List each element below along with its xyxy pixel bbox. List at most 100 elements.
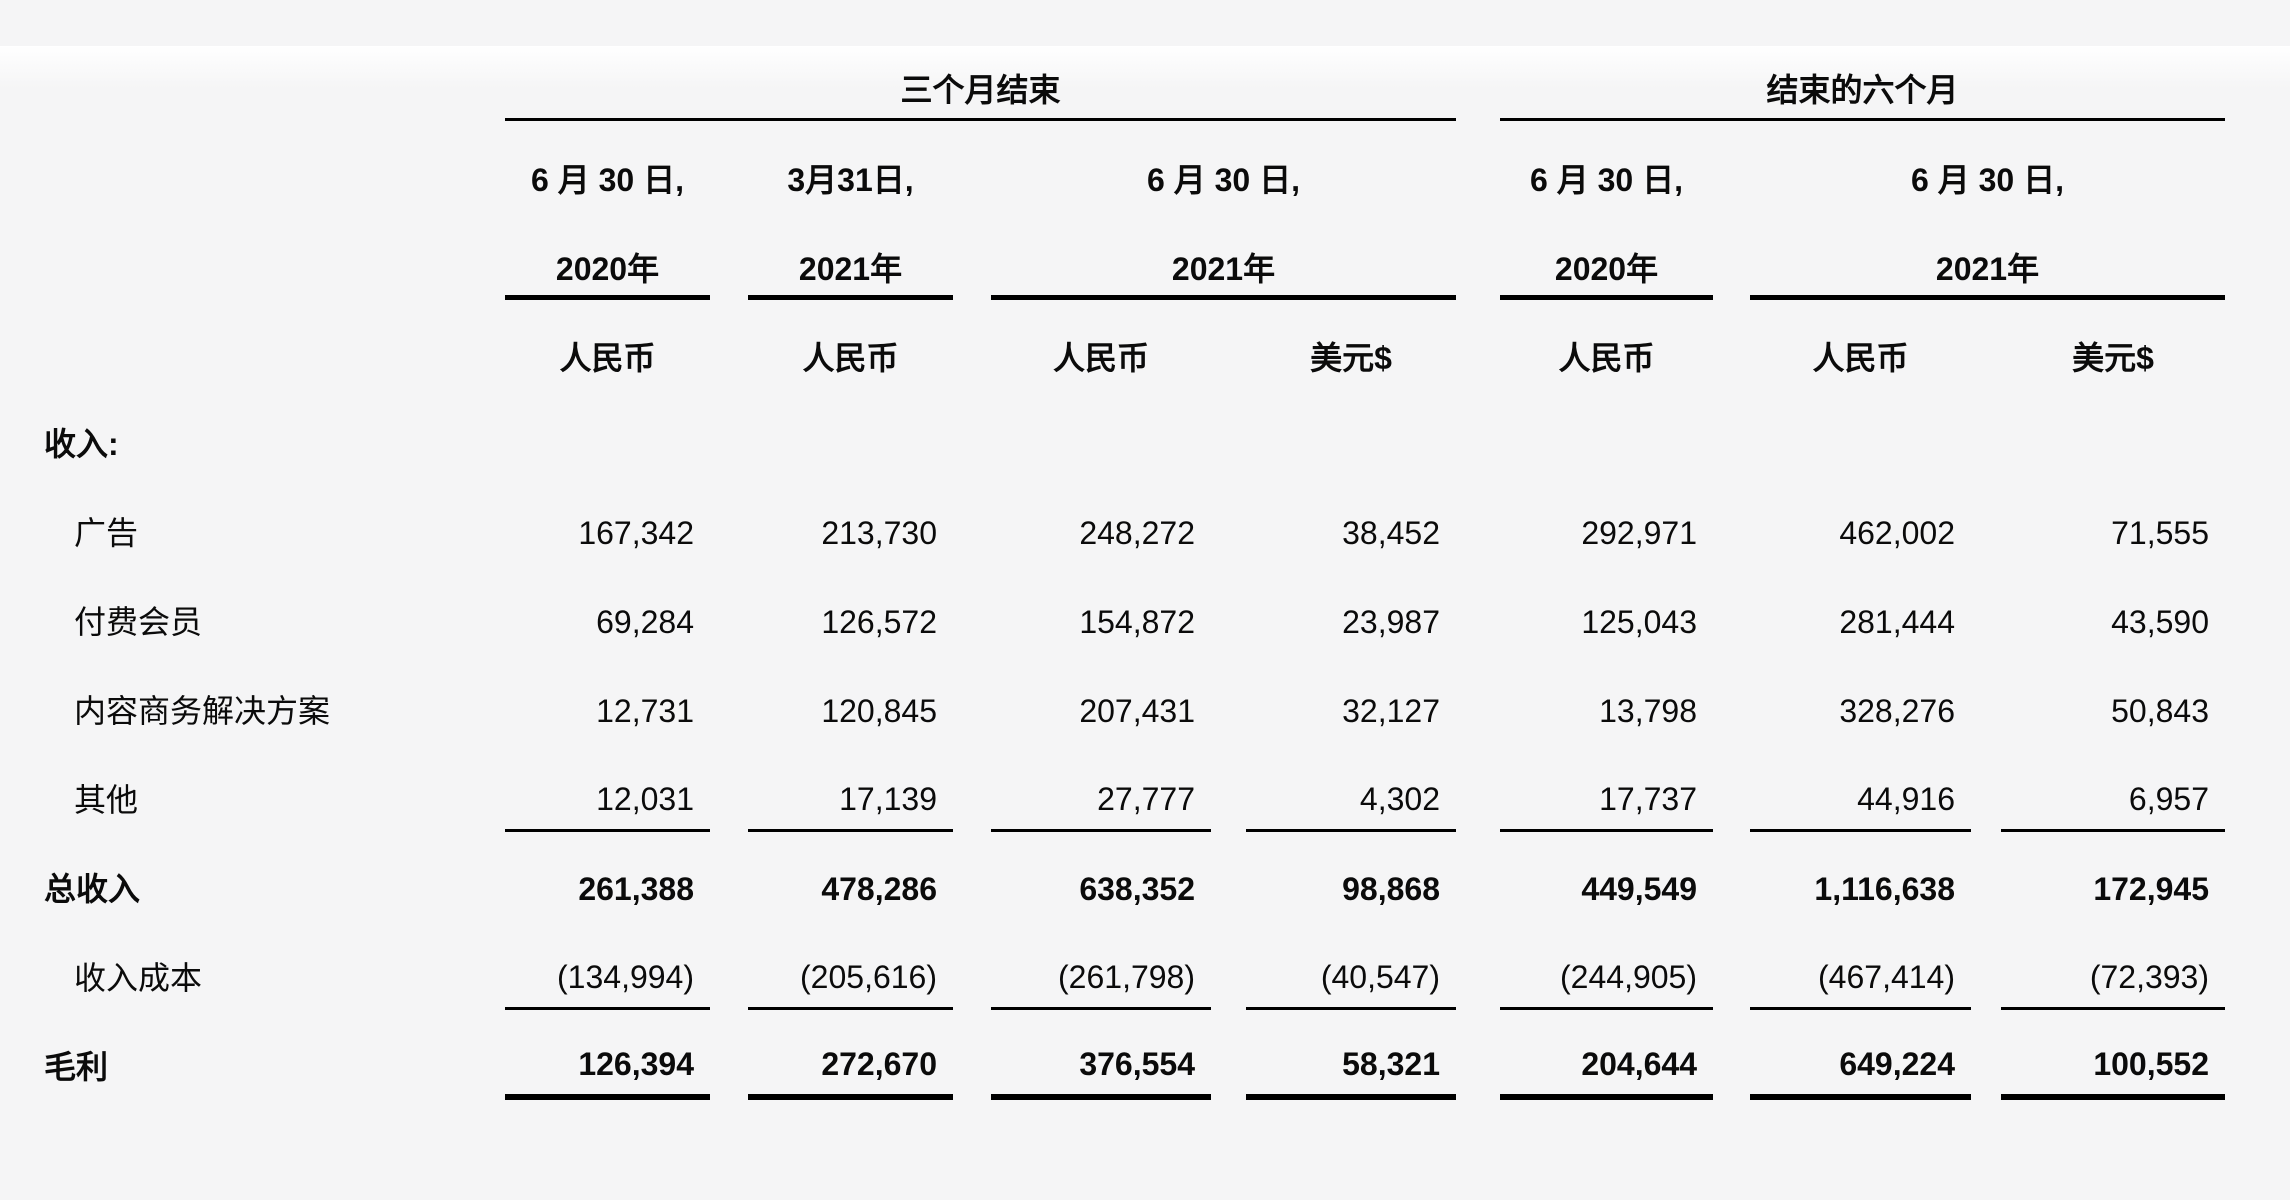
year-header-row: 2020年 2021年 2021年 2020年 2021年 (44, 204, 2225, 300)
cell-value: 248,272 (1079, 515, 1195, 552)
cell-value: 4,302 (1246, 741, 1456, 832)
gap-cell (710, 563, 748, 652)
gap-cell (1456, 46, 1500, 119)
gap-cell (953, 919, 991, 1008)
cell-value: 154,872 (1079, 604, 1195, 641)
col-currency: 人民币 (559, 340, 656, 377)
spacer-cell (44, 204, 505, 297)
gap-cell (953, 119, 991, 204)
cell-value: 100,552 (2001, 1008, 2225, 1100)
row-label: 收入成本 (74, 960, 203, 997)
gap-cell (1211, 919, 1246, 1008)
gap-cell (1456, 204, 1500, 297)
gap-cell (1713, 563, 1750, 652)
cell-value: 638,352 (1079, 871, 1195, 908)
cell-value: 71,555 (2111, 515, 2209, 552)
cell-value: 98,868 (1342, 871, 1440, 908)
gap-cell (1713, 474, 1750, 563)
gap-cell (1456, 297, 1500, 385)
gap-cell (953, 741, 991, 830)
gap-cell (1713, 652, 1750, 741)
gap-cell (1456, 385, 1500, 474)
cell-value: 272,670 (748, 1008, 953, 1100)
cell-value: 12,031 (505, 741, 710, 832)
group-three-months-ended: 三个月结束 (505, 46, 1456, 121)
gap-cell (953, 652, 991, 741)
cell-value: 12,731 (596, 693, 694, 730)
col-date: 6 月 30 日, (1530, 162, 1683, 199)
gap-cell (1971, 741, 2001, 830)
gap-cell (1713, 830, 1750, 919)
cell-value: 69,284 (596, 604, 694, 641)
table-row-advertising: 广告 167,342 213,730 248,272 38,452 292,97… (44, 474, 2225, 563)
gap-cell (1211, 385, 1246, 474)
cell-value: 32,127 (1342, 693, 1440, 730)
gap-cell (1211, 297, 1246, 385)
col-date: 6 月 30 日, (1911, 162, 2064, 199)
cell-value (991, 385, 1211, 474)
gap-cell (953, 474, 991, 563)
cell-value: 126,572 (821, 604, 937, 641)
cell-value: 126,394 (505, 1008, 710, 1100)
gap-cell (953, 385, 991, 474)
gap-cell (953, 1008, 991, 1097)
gap-cell (1456, 652, 1500, 741)
cell-value: 167,342 (578, 515, 694, 552)
gap-cell (710, 474, 748, 563)
cell-value: 292,971 (1581, 515, 1697, 552)
cell-value: (72,393) (2001, 919, 2225, 1010)
cell-value: 58,321 (1246, 1008, 1456, 1100)
gap-cell (1211, 830, 1246, 919)
col-currency: 美元$ (1310, 340, 1392, 377)
gap-cell (1211, 1008, 1246, 1097)
table-row-content-commerce-solutions: 内容商务解决方案 12,731 120,845 207,431 32,127 1… (44, 652, 2225, 741)
cell-value: (134,994) (505, 919, 710, 1010)
col-currency: 人民币 (1558, 340, 1655, 377)
col-date: 6 月 30 日, (1147, 162, 1300, 199)
gap-cell (1971, 919, 2001, 1008)
gap-cell (710, 119, 748, 204)
col-year: 2021年 (748, 204, 953, 300)
col-year: 2021年 (991, 204, 1456, 300)
cell-value: 23,987 (1342, 604, 1440, 641)
gap-cell (1713, 204, 1750, 297)
gap-cell (953, 204, 991, 297)
cell-value: 649,224 (1750, 1008, 1971, 1100)
row-label: 收入: (44, 426, 119, 463)
cell-value: (467,414) (1750, 919, 1971, 1010)
gap-cell (1971, 1008, 2001, 1097)
gap-cell (1456, 830, 1500, 919)
gap-cell (1456, 919, 1500, 1008)
col-date: 6 月 30 日, (531, 162, 684, 199)
spacer-cell (44, 46, 505, 119)
cell-value: (40,547) (1246, 919, 1456, 1010)
cell-value: (244,905) (1500, 919, 1713, 1010)
cell-value: 50,843 (2111, 693, 2209, 730)
gap-cell (1456, 1008, 1500, 1097)
table-row-cost-of-revenue: 收入成本 (134,994) (205,616) (261,798) (40,5… (44, 919, 2225, 1010)
cell-value: 204,644 (1500, 1008, 1713, 1100)
spacer-cell (44, 119, 505, 204)
col-year: 2021年 (1750, 204, 2225, 300)
cell-value: 172,945 (2093, 871, 2209, 908)
period-group-row: 三个月结束 结束的六个月 (44, 46, 2225, 121)
table-row-paid-membership: 付费会员 69,284 126,572 154,872 23,987 125,0… (44, 563, 2225, 652)
group-six-months-ended: 结束的六个月 (1500, 46, 2225, 121)
gap-cell (1456, 474, 1500, 563)
cell-value: 38,452 (1342, 515, 1440, 552)
gap-cell (1456, 119, 1500, 204)
col-currency: 人民币 (802, 340, 899, 377)
cell-value: 478,286 (821, 871, 937, 908)
cell-value (2001, 385, 2225, 474)
gap-cell (1971, 474, 2001, 563)
row-label: 其他 (74, 782, 139, 819)
cell-value: 120,845 (821, 693, 937, 730)
cell-value: 328,276 (1839, 693, 1955, 730)
gap-cell (1211, 652, 1246, 741)
gap-cell (953, 297, 991, 385)
row-label: 内容商务解决方案 (74, 693, 331, 730)
gap-cell (1211, 474, 1246, 563)
gap-cell (1971, 652, 2001, 741)
table-row-gross-profit: 毛利 126,394 272,670 376,554 58,321 204,64… (44, 1008, 2225, 1100)
cell-value (1750, 385, 1971, 474)
